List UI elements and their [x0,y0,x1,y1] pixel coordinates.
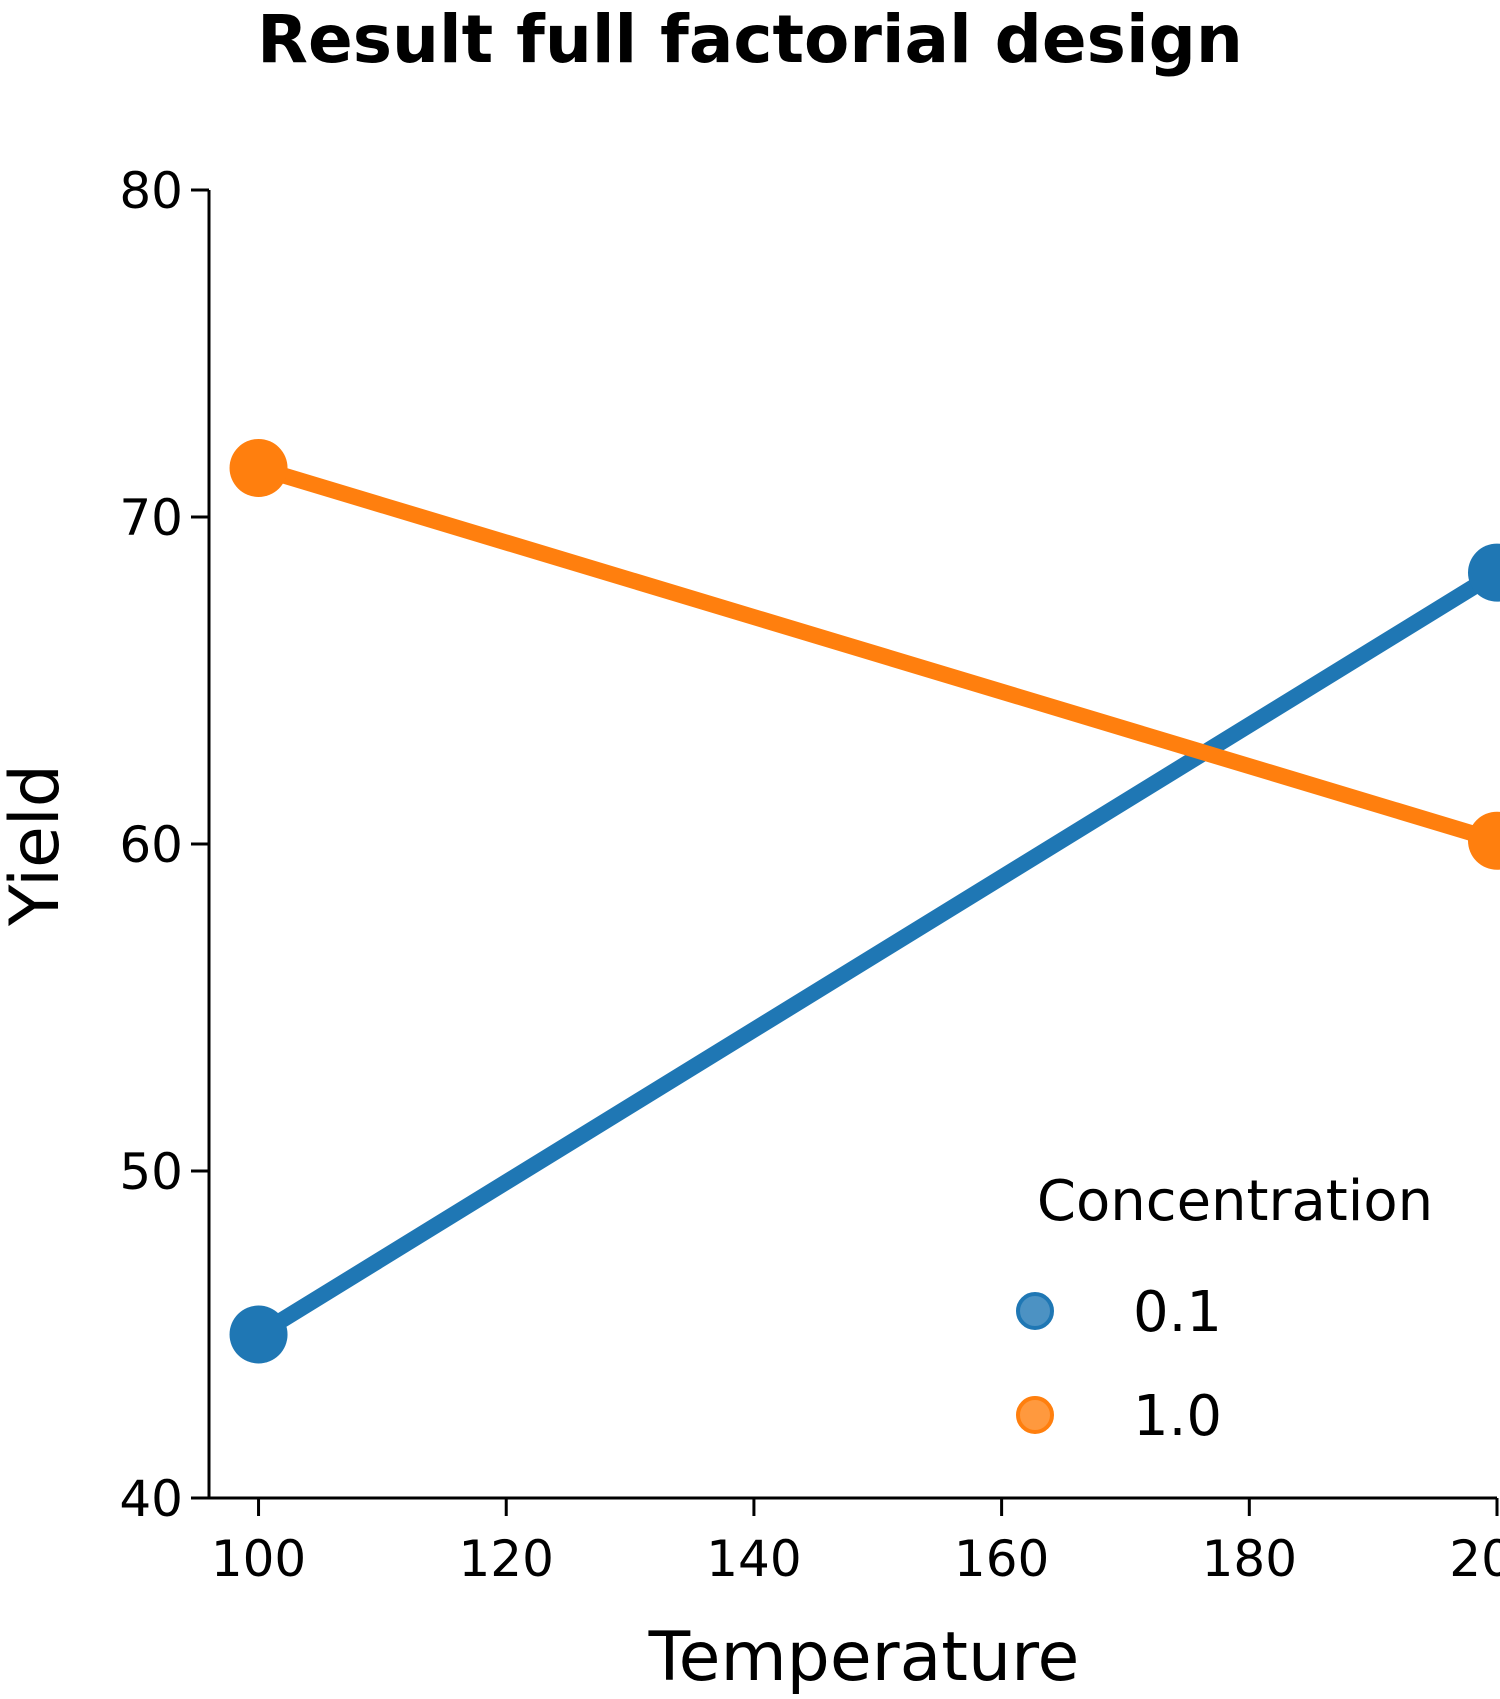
x-tick-label: 100 [211,1530,306,1588]
y-tick-label: 40 [119,1470,183,1528]
x-tick-label: 180 [1202,1530,1297,1588]
x-tick-label: 200 [1449,1530,1500,1588]
y-tick-label: 70 [119,489,183,547]
data-point-1-0 [229,438,288,497]
x-tick-label: 160 [954,1530,1049,1588]
series-line-0-1 [250,564,1500,1343]
series-line-1-0 [250,459,1500,849]
data-point-0-1 [1468,543,1500,602]
legend-label-1-0: 1.0 [1133,1384,1222,1449]
x-tick-label: 120 [459,1530,554,1588]
x-axis-label: Temperature [648,1618,1080,1697]
plot-area: 40 50 60 70 80 100 120 140 160 180 200 [119,162,1500,1588]
legend: Concentration 0.1 1.0 [1016,1169,1433,1449]
legend-label-0-1: 0.1 [1133,1280,1222,1345]
legend-marker-1-0 [1016,1396,1054,1434]
legend-items: 0.1 1.0 [1016,1280,1222,1449]
series-layer [229,438,1500,1364]
y-tick-label: 50 [119,1143,183,1201]
x-tick-label: 140 [706,1530,801,1588]
chart-title: Result full factorial design [257,1,1243,78]
data-point-0-1 [229,1305,288,1364]
y-axis-label: Yield [0,764,75,927]
x-ticks: 100 120 140 160 180 200 [211,1498,1500,1588]
y-ticks: 40 50 60 70 80 [119,162,209,1528]
data-point-1-0 [1468,811,1500,870]
y-tick-label: 80 [119,162,183,220]
legend-marker-0-1 [1016,1292,1054,1330]
y-tick-label: 60 [119,816,183,874]
legend-title: Concentration [1037,1169,1433,1234]
